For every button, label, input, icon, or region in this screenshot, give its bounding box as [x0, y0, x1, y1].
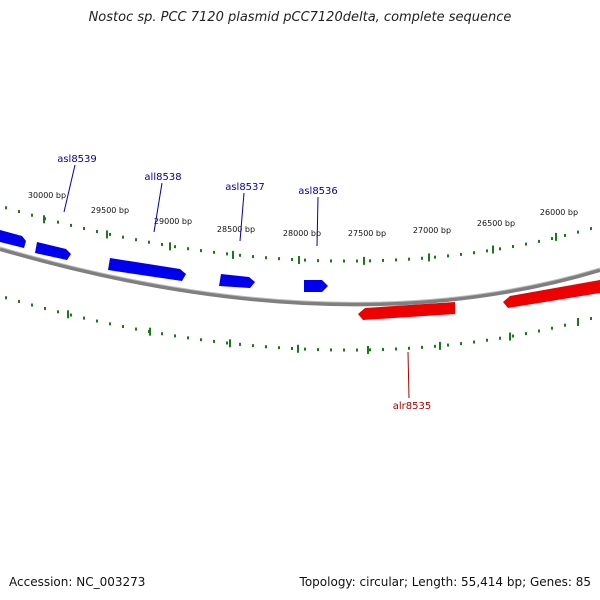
gene-label-asl8537: asl8537: [225, 182, 265, 242]
gene-label-asl8536: asl8536: [298, 186, 338, 247]
gene-label-alr8535: alr8535: [393, 351, 431, 412]
leader-line: [407, 351, 410, 399]
gene-arrow-partial-right: [503, 280, 600, 308]
gene-arrow-all8538-body: [108, 258, 186, 281]
gene-arrow-asl8537: [219, 274, 255, 288]
backbone-highlight: [0, 246, 600, 303]
gene-arrow-partial: [0, 230, 26, 248]
gene-arrow-all8538: [108, 258, 186, 281]
gene-arrow-alr8535-body: [358, 302, 455, 320]
gene-label-text: asl8539: [57, 154, 97, 165]
ruler-label: 30000 bp: [28, 191, 66, 200]
ruler-label: 26000 bp: [540, 208, 578, 217]
outer-tick-ring: [5, 206, 592, 263]
gene-arrow-asl8536: [304, 280, 328, 292]
backbone-circle: [0, 247, 600, 307]
gene-label-text: asl8537: [225, 182, 265, 193]
gene-arrow-asl8539-body: [35, 242, 71, 260]
ruler-labels: 30000 bp 29500 bp 29000 bp 28500 bp 28000 bp…: [28, 191, 579, 354]
gene-arrow-partial-right-body: [503, 280, 600, 308]
leader-line: [239, 192, 245, 242]
gene-arrow-asl8539: [35, 242, 71, 260]
gene-arrow-asl8536-body: [304, 280, 328, 292]
gene-arrow-asl8537-body: [219, 274, 255, 288]
leader-line: [316, 196, 319, 247]
ruler-label: 28500 bp: [217, 225, 255, 234]
gene-label-text: alr8535: [393, 401, 431, 412]
ruler-label: 29500 bp: [91, 206, 129, 215]
gene-label-text: asl8536: [298, 186, 338, 197]
ruler-label: 27000 bp: [413, 226, 451, 235]
accession-text: Accession: NC_003273: [9, 575, 146, 589]
ruler-label: 29000 bp: [154, 217, 192, 226]
ruler-label: 28000 bp: [283, 229, 321, 238]
leader-line: [63, 164, 76, 213]
gene-label-all8538: all8538: [144, 172, 182, 233]
ruler-label: 26500 bp: [477, 219, 515, 228]
gene-arrow-partial-body: [0, 230, 26, 248]
gene-label-text: all8538: [144, 172, 181, 183]
gene-arrow-alr8535: [358, 302, 455, 320]
sequence-summary: Topology: circular; Length: 55,414 bp; G…: [299, 575, 591, 589]
map-title: Nostoc sp. PCC 7120 plasmid pCC7120delta…: [88, 10, 512, 25]
gene-label-asl8539: asl8539: [57, 154, 97, 213]
ruler-label: 27500 bp: [348, 229, 386, 238]
leader-line: [153, 182, 163, 233]
